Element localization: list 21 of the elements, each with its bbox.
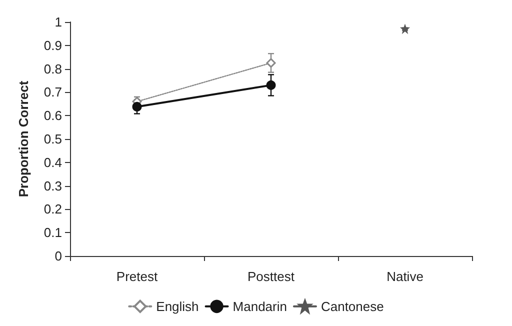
y-tick-label: 0.7 [44,84,62,100]
y-axis-title: Proportion Correct [16,80,31,198]
y-tick-label: 1 [54,14,62,30]
legend-label: English [156,298,199,314]
y-tick-label: 0.2 [44,202,62,217]
point [132,102,142,112]
y-tick-label: 0.6 [44,108,62,124]
point [266,80,276,90]
y-tick-label: 0.4 [44,154,62,170]
point [266,58,276,68]
y-tick-label: 0.9 [44,38,62,53]
y-tick-label: 0.1 [44,225,62,240]
x-tick-label: Native [386,269,424,284]
y-tick-label: 0.5 [44,132,62,146]
legend-label: Mandarin [232,298,287,314]
y-tick-label: 0 [54,248,62,264]
y-tick-label: 0.3 [44,178,62,194]
x-tick-label: Posttest [248,269,295,284]
x-tick-label: Pretest [116,269,158,284]
y-tick-label: 0.8 [44,61,62,76]
legend-label: Cantonese [320,298,384,314]
